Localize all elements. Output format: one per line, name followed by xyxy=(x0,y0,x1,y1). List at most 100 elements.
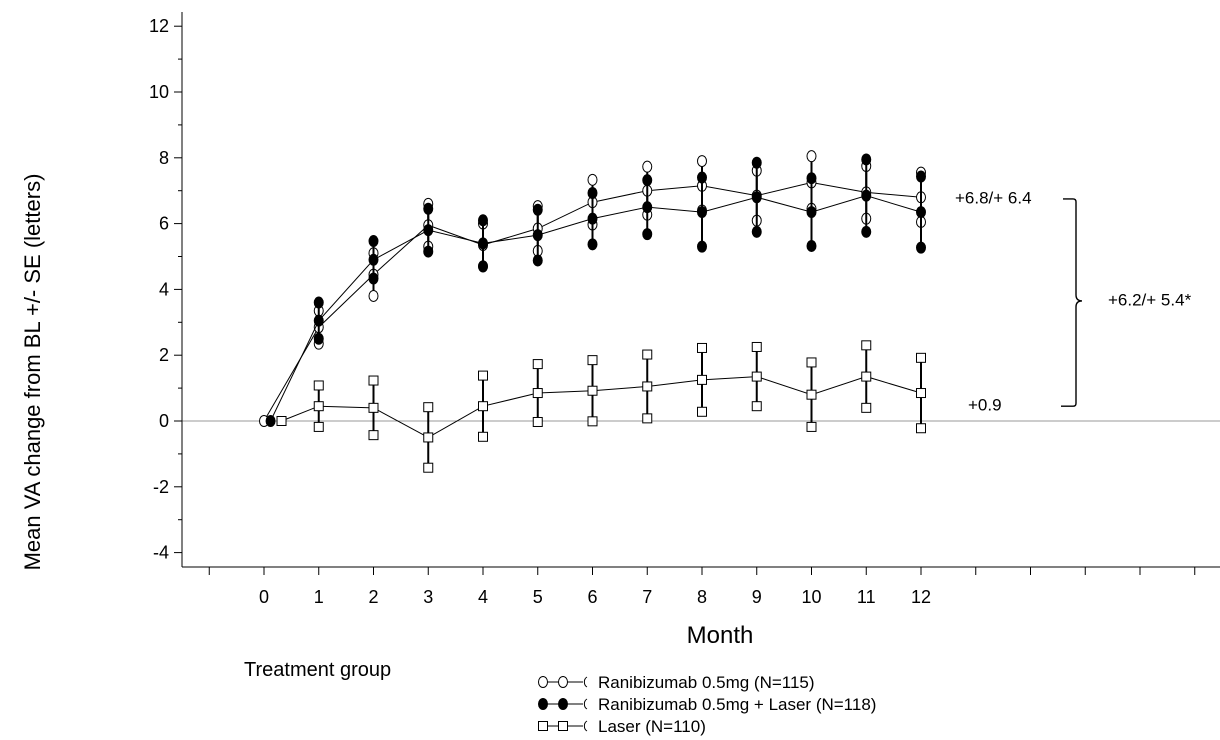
annotation-label: +6.2/+ 5.4* xyxy=(1108,290,1192,309)
legend-marker xyxy=(538,698,548,710)
error-bar-cap-lower xyxy=(368,430,379,441)
data-point xyxy=(313,401,324,412)
comparison-bracket xyxy=(1061,198,1083,407)
x-tick-label: 3 xyxy=(423,587,433,607)
legend-marker xyxy=(583,698,588,710)
data-point xyxy=(265,415,276,427)
series-3 xyxy=(276,340,926,473)
y-tick-label: 8 xyxy=(159,148,169,168)
error-bar-cap-lower xyxy=(478,260,488,273)
data-point xyxy=(642,201,653,214)
error-bar-cap-lower xyxy=(751,225,762,238)
error-bar-cap-upper xyxy=(916,352,926,363)
data-point xyxy=(861,189,872,202)
data-point xyxy=(806,389,817,400)
error-bar-cap-lower xyxy=(642,228,653,241)
x-tick-label: 9 xyxy=(752,587,762,607)
data-point xyxy=(642,381,653,392)
y-tick-label: 4 xyxy=(159,279,169,299)
error-bar-cap-upper xyxy=(313,296,324,309)
x-tick-label: 2 xyxy=(368,587,378,607)
x-tick-label: 0 xyxy=(259,587,269,607)
legend-label: Laser (N=110) xyxy=(598,717,706,736)
error-bar-cap-lower xyxy=(587,416,598,427)
annotation-label: +0.9 xyxy=(968,396,1002,415)
y-tick-label: 12 xyxy=(149,16,169,36)
x-tick-label: 1 xyxy=(314,587,324,607)
error-bar-cap-lower xyxy=(423,462,434,473)
data-point xyxy=(751,191,762,204)
data-point xyxy=(368,402,379,413)
data-point xyxy=(751,371,762,382)
x-tick-label: 10 xyxy=(801,587,821,607)
error-bar-cap-lower xyxy=(368,272,379,285)
annotations: +6.8/+ 6.4 +0.9 +6.2/+ 5.4* xyxy=(955,188,1192,414)
data-point xyxy=(423,224,434,237)
data-point xyxy=(697,206,707,219)
x-tick-label: 4 xyxy=(478,587,488,607)
legend-marker xyxy=(583,720,588,732)
error-bar-cap-upper xyxy=(587,187,598,200)
data-point xyxy=(313,314,324,327)
error-bar-cap-lower xyxy=(423,245,434,258)
data-point xyxy=(478,237,488,250)
legend-marker xyxy=(583,676,588,688)
y-tick-label: -4 xyxy=(153,543,169,563)
y-tick-label: 6 xyxy=(159,214,169,234)
error-bar-cap-lower xyxy=(697,240,707,253)
y-axis-label: Mean VA change from BL +/- SE (letters) xyxy=(20,174,45,571)
legend-marker xyxy=(538,721,548,731)
error-bar-cap-lower xyxy=(861,225,872,238)
error-bar-cap-lower xyxy=(697,406,707,417)
data-point xyxy=(587,212,598,225)
data-point xyxy=(532,229,543,242)
x-tick-label: 7 xyxy=(642,587,652,607)
error-bar-cap-upper xyxy=(916,170,926,183)
legend-marker xyxy=(538,676,548,688)
error-bar-cap-lower xyxy=(368,289,379,302)
error-bar-cap-lower xyxy=(861,402,872,413)
error-bar-cap-upper xyxy=(587,355,598,366)
error-bar-cap-lower xyxy=(532,254,543,267)
error-bar-cap-upper xyxy=(642,160,653,173)
legend-label: Ranibizumab 0.5mg + Laser (N=118) xyxy=(598,695,876,714)
error-bar-cap-upper xyxy=(642,349,653,360)
error-bar-cap-lower xyxy=(806,421,817,432)
legend-marker xyxy=(558,698,568,710)
error-bar-cap-lower xyxy=(313,421,324,432)
data-point xyxy=(532,388,543,399)
legend-label: Ranibizumab 0.5mg (N=115) xyxy=(598,673,815,692)
error-bar-cap-upper xyxy=(532,359,543,370)
legend-marker xyxy=(558,721,568,731)
error-bar-cap-upper xyxy=(861,153,872,166)
error-bar-cap-upper xyxy=(806,172,817,185)
data-point xyxy=(806,206,817,219)
error-bar-cap-upper xyxy=(751,156,762,169)
legend-marker xyxy=(558,676,568,688)
data-point xyxy=(587,385,598,396)
error-bar-cap-upper xyxy=(587,173,598,186)
error-bar-cap-upper xyxy=(697,342,707,353)
legend-title: Treatment group xyxy=(244,659,391,681)
error-bar-cap-upper xyxy=(697,171,707,184)
error-bar-cap-upper xyxy=(532,203,543,216)
error-bar-cap-upper xyxy=(423,402,434,413)
error-bar-cap-lower xyxy=(478,431,488,442)
annotation-label: +6.8/+ 6.4 xyxy=(955,188,1032,207)
error-bar-cap-upper xyxy=(313,380,324,391)
error-bar-cap-upper xyxy=(368,375,379,386)
error-bar-cap-upper xyxy=(478,214,488,227)
data-point xyxy=(478,401,488,412)
data-point xyxy=(368,253,379,266)
series-2 xyxy=(265,153,926,427)
error-bar-cap-upper xyxy=(806,150,817,163)
error-bar-cap-upper xyxy=(697,155,707,168)
x-tick-label: 8 xyxy=(697,587,707,607)
error-bar-cap-upper xyxy=(368,235,379,248)
y-tick-label: 10 xyxy=(149,82,169,102)
legend: Treatment group Ranibizumab 0.5mg (N=115… xyxy=(244,659,876,736)
data-point xyxy=(423,432,434,443)
y-tick-label: -2 xyxy=(153,477,169,497)
x-tick-label: 5 xyxy=(533,587,543,607)
